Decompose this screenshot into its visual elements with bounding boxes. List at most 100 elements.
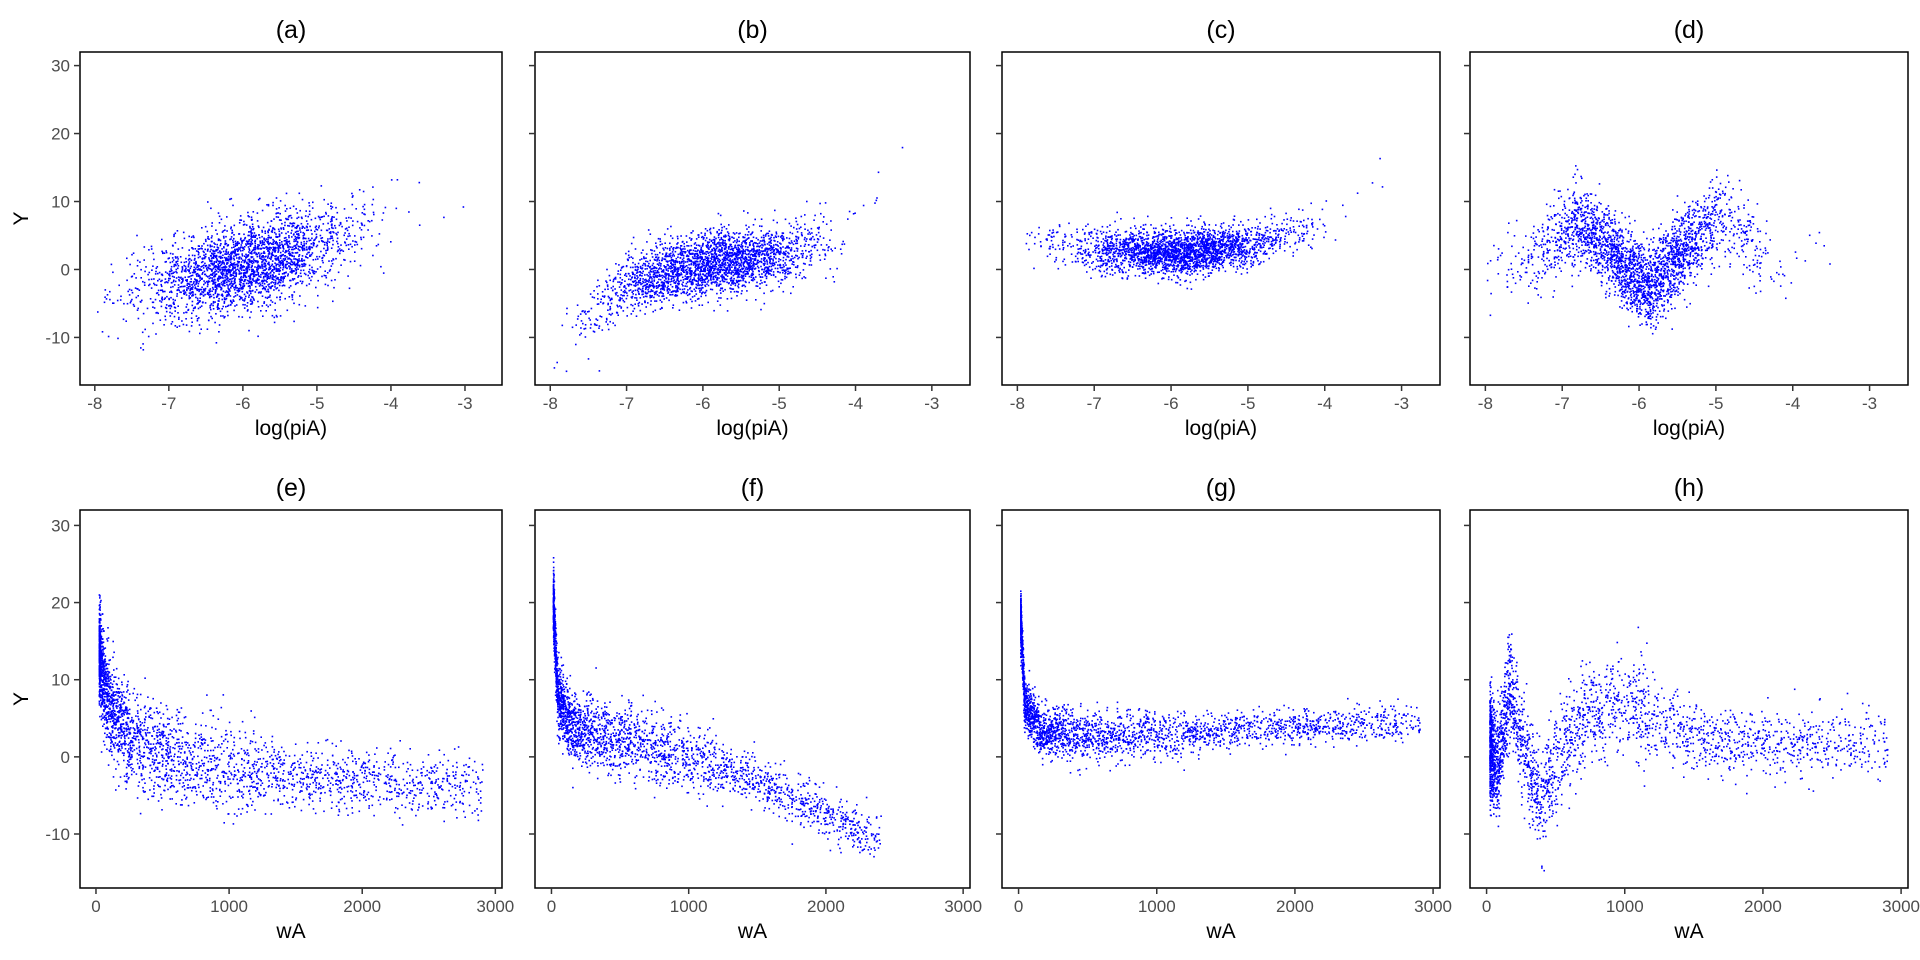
- data-point: [270, 247, 272, 249]
- data-point: [304, 255, 307, 258]
- data-point: [217, 263, 219, 265]
- data-point: [634, 303, 636, 305]
- data-point: [293, 302, 295, 305]
- data-point: [224, 259, 227, 262]
- data-point: [643, 256, 645, 258]
- data-point: [164, 318, 167, 321]
- data-point: [262, 252, 265, 254]
- data-point: [705, 278, 707, 280]
- data-point: [692, 272, 695, 274]
- data-point: [256, 277, 259, 280]
- data-point: [256, 281, 258, 284]
- data-point: [199, 332, 201, 335]
- data-point: [714, 265, 716, 267]
- data-point: [156, 292, 159, 294]
- data-point: [824, 202, 827, 204]
- data-point: [623, 286, 625, 288]
- data-point: [225, 295, 228, 297]
- data-point: [788, 247, 790, 249]
- data-point: [690, 281, 692, 283]
- data-point: [693, 295, 696, 297]
- data-point: [800, 226, 802, 228]
- data-point: [304, 215, 307, 217]
- data-point: [635, 282, 637, 285]
- data-point: [712, 253, 714, 255]
- data-point: [763, 292, 765, 295]
- data-point: [158, 271, 161, 274]
- data-point: [119, 299, 122, 301]
- data-point: [180, 297, 183, 299]
- data-point: [273, 228, 276, 231]
- data-point: [323, 244, 326, 246]
- data-point: [245, 272, 247, 274]
- data-point: [165, 310, 168, 313]
- data-point: [226, 259, 229, 261]
- data-point: [728, 252, 731, 255]
- data-point: [693, 257, 696, 260]
- data-point: [752, 251, 755, 253]
- data-point: [635, 315, 638, 317]
- data-point: [277, 249, 280, 251]
- data-point: [265, 310, 267, 312]
- data-point: [325, 276, 328, 279]
- data-point: [714, 252, 716, 254]
- data-point: [699, 277, 702, 280]
- data-point: [247, 266, 250, 269]
- data-point: [238, 298, 241, 301]
- data-point: [356, 243, 359, 246]
- data-point: [271, 277, 274, 280]
- data-point: [169, 261, 172, 264]
- data-point: [171, 282, 173, 284]
- data-point: [294, 244, 297, 247]
- data-point: [628, 278, 630, 281]
- data-point: [222, 269, 224, 272]
- data-point: [319, 266, 322, 268]
- data-point: [164, 306, 167, 309]
- data-point: [249, 278, 251, 281]
- data-point: [265, 238, 267, 240]
- data-point: [775, 257, 777, 260]
- data-point: [347, 235, 349, 238]
- data-point: [686, 271, 688, 273]
- data-point: [183, 237, 186, 240]
- data-point: [174, 263, 176, 266]
- data-point: [243, 261, 246, 264]
- data-point: [626, 292, 628, 294]
- data-point: [235, 273, 238, 275]
- data-point: [281, 285, 284, 287]
- data-point: [229, 198, 231, 201]
- data-point: [168, 277, 170, 280]
- data-point: [251, 296, 253, 298]
- data-point: [705, 263, 708, 265]
- data-point: [644, 268, 647, 270]
- data-point: [143, 259, 145, 261]
- data-point: [658, 274, 661, 276]
- data-point: [248, 239, 251, 241]
- data-point: [689, 249, 691, 251]
- data-point: [297, 261, 299, 264]
- data-point: [273, 227, 275, 230]
- data-point: [789, 271, 791, 274]
- data-point: [651, 256, 654, 258]
- data-point: [749, 266, 752, 269]
- data-point: [202, 271, 204, 274]
- data-point: [783, 265, 785, 268]
- data-point: [236, 294, 239, 296]
- data-point: [735, 271, 738, 273]
- data-point: [225, 290, 228, 292]
- data-point: [149, 283, 151, 286]
- data-point: [225, 242, 228, 245]
- data-point: [277, 263, 279, 266]
- data-point: [254, 239, 257, 242]
- data-point: [840, 253, 843, 255]
- data-point: [721, 241, 724, 243]
- data-point: [770, 274, 773, 276]
- data-point: [204, 255, 206, 258]
- data-point: [276, 278, 279, 280]
- data-point: [233, 251, 235, 254]
- data-point: [211, 286, 214, 289]
- data-point: [740, 259, 742, 261]
- data-point: [150, 248, 153, 250]
- data-point: [331, 216, 334, 218]
- data-point: [707, 279, 710, 282]
